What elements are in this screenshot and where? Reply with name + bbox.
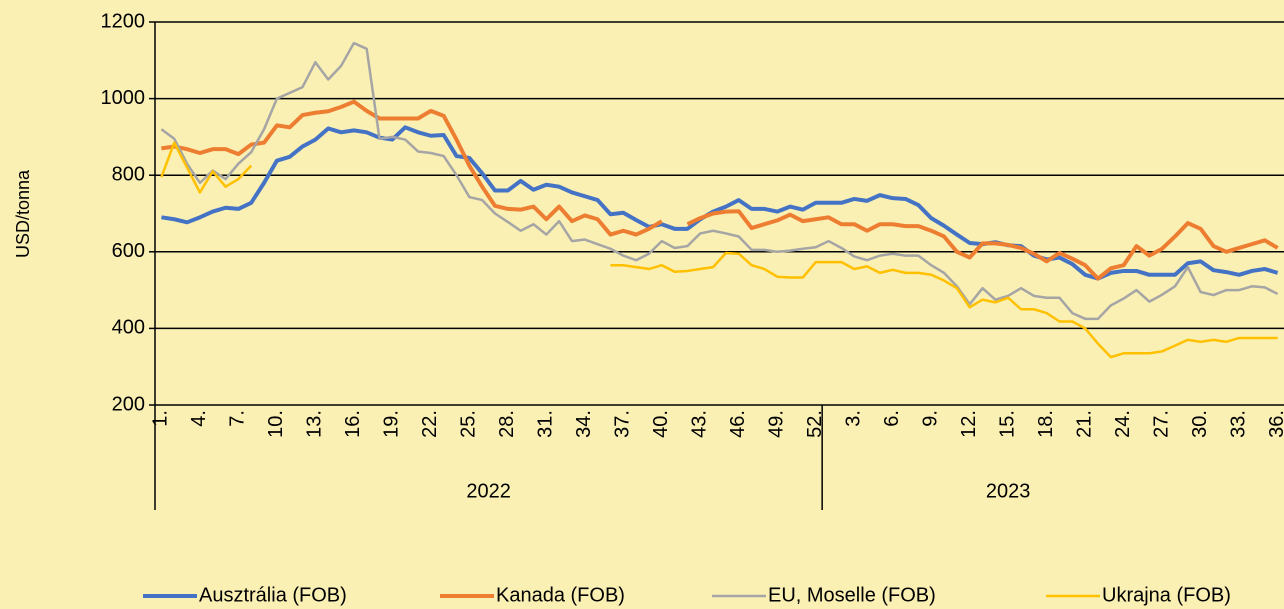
x-tick-label: 9.: [919, 410, 941, 427]
legend-label: Ausztrália (FOB): [199, 584, 347, 606]
x-tick-label: 52.: [804, 410, 826, 438]
x-tick-label: 15.: [996, 410, 1018, 438]
x-tick-label: 13.: [304, 410, 326, 438]
y-tick-label: 800: [112, 163, 145, 185]
x-tick-label: 24.: [1112, 410, 1134, 438]
y-tick-label: 1000: [101, 87, 146, 109]
y-tick-label: 200: [112, 393, 145, 415]
x-tick-label: 7.: [227, 410, 249, 427]
y-axis-label: USD/tonna: [13, 169, 33, 258]
x-tick-label: 33.: [1227, 410, 1249, 438]
x-tick-label: 25.: [458, 410, 480, 438]
x-tick-label: 12.: [958, 410, 980, 438]
x-tick-label: 28.: [496, 410, 518, 438]
x-tick-label: 10.: [265, 410, 287, 438]
x-tick-label: 30.: [1189, 410, 1211, 438]
group-label: 2022: [466, 480, 511, 502]
legend-label: EU, Moselle (FOB): [768, 584, 936, 606]
series-line: [161, 99, 1279, 281]
x-tick-label: 6.: [881, 410, 903, 427]
x-tick-label: 1.: [150, 410, 172, 427]
x-tick-label: 34.: [573, 410, 595, 438]
legend-label: Kanada (FOB): [496, 584, 625, 606]
x-tick-label: 18.: [1035, 410, 1057, 438]
x-tick-label: 22.: [419, 410, 441, 438]
x-tick-label: 36.: [1266, 410, 1284, 438]
x-tick-label: 16.: [342, 410, 364, 438]
x-tick-label: 43.: [689, 410, 711, 438]
x-tick-label: 3.: [843, 410, 865, 427]
group-label: 2023: [986, 480, 1031, 502]
x-tick-label: 21.: [1073, 410, 1095, 438]
legend-label: Ukrajna (FOB): [1102, 584, 1231, 606]
y-tick-label: 400: [112, 317, 145, 339]
series-line: [160, 141, 1278, 359]
x-tick-label: 37.: [612, 410, 634, 438]
y-tick-label: 600: [112, 240, 145, 262]
x-tick-label: 27.: [1150, 410, 1172, 438]
x-tick-label: 40.: [650, 410, 672, 438]
y-tick-label: 1200: [101, 10, 146, 32]
series-line: [160, 41, 1279, 321]
x-tick-label: 4.: [188, 410, 210, 427]
x-tick-label: 19.: [381, 410, 403, 438]
x-tick-label: 49.: [766, 410, 788, 438]
x-tick-label: 46.: [727, 410, 749, 438]
x-tick-label: 31.: [535, 410, 557, 438]
series-line: [161, 125, 1279, 281]
